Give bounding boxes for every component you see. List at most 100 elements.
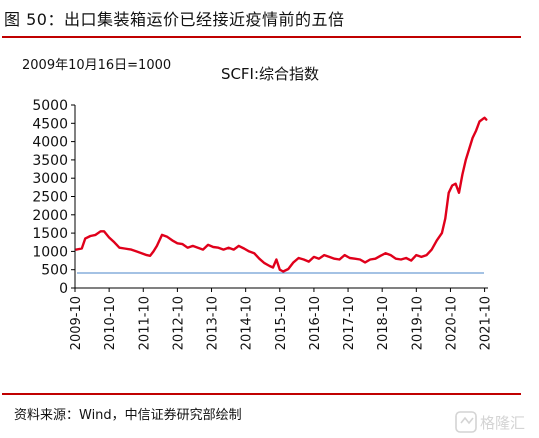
y-tick-label: 2500 bbox=[32, 190, 68, 206]
data-point bbox=[108, 236, 110, 239]
data-point bbox=[113, 241, 115, 243]
data-point bbox=[123, 247, 126, 250]
data-point bbox=[410, 260, 412, 262]
x-tick-label: 2019-10 bbox=[410, 296, 425, 350]
data-point bbox=[354, 258, 356, 260]
data-point bbox=[420, 256, 422, 258]
data-point bbox=[130, 249, 132, 251]
data-point bbox=[431, 249, 433, 251]
data-point bbox=[451, 184, 453, 187]
data-point bbox=[222, 249, 225, 251]
data-point bbox=[282, 270, 284, 273]
data-point bbox=[156, 245, 158, 247]
data-point bbox=[441, 232, 443, 234]
x-tick-label: 2015-10 bbox=[274, 296, 289, 350]
data-point bbox=[212, 246, 214, 248]
data-point bbox=[461, 173, 463, 176]
data-point bbox=[308, 261, 310, 263]
data-point bbox=[359, 258, 361, 261]
x-tick-label: 2014-10 bbox=[240, 296, 255, 350]
y-tick-label: 3500 bbox=[32, 153, 68, 169]
data-point bbox=[275, 258, 277, 261]
data-point bbox=[374, 258, 376, 260]
data-point bbox=[94, 234, 97, 236]
y-tick-label: 5000 bbox=[32, 98, 68, 114]
data-point bbox=[100, 230, 102, 232]
data-point bbox=[292, 261, 294, 263]
y-tick-label: 2000 bbox=[32, 208, 68, 224]
chart-title: SCFI:综合指数 bbox=[221, 65, 319, 83]
figure-title: 图 50：出口集装箱运价已经接近疫情前的五倍 bbox=[4, 10, 345, 29]
data-point bbox=[146, 254, 148, 256]
title-divider bbox=[2, 36, 521, 38]
x-tick-label: 2012-10 bbox=[171, 296, 186, 350]
x-tick-label: 2009-10 bbox=[69, 296, 84, 350]
data-point bbox=[426, 254, 428, 256]
data-point bbox=[217, 247, 219, 249]
data-point bbox=[395, 258, 397, 260]
x-tick-label: 2017-10 bbox=[342, 296, 357, 350]
data-point bbox=[448, 192, 450, 194]
data-point bbox=[207, 244, 209, 246]
x-tick-label: 2016-10 bbox=[308, 296, 323, 350]
data-point bbox=[369, 258, 371, 261]
watermark-text: 格隆汇 bbox=[480, 414, 525, 432]
data-point bbox=[238, 245, 240, 247]
x-tick-label: 2021-10 bbox=[479, 296, 494, 350]
data-point bbox=[468, 148, 470, 150]
data-point bbox=[415, 254, 417, 256]
data-point bbox=[75, 249, 77, 251]
x-tick-label: 2011-10 bbox=[137, 296, 152, 350]
x-tick-label: 2018-10 bbox=[376, 296, 391, 350]
data-point bbox=[149, 255, 151, 257]
data-point bbox=[243, 247, 245, 250]
x-tick-label: 2010-10 bbox=[103, 296, 118, 350]
data-point bbox=[318, 258, 320, 260]
data-point bbox=[248, 250, 250, 252]
data-point bbox=[379, 255, 382, 257]
y-tick-label: 4000 bbox=[32, 135, 68, 151]
data-point bbox=[269, 265, 271, 267]
source-divider bbox=[2, 393, 521, 395]
scfi-line-chart: SCFI:综合指数 0 500 1000 1500 2000 2500 3000 3500 40… bbox=[32, 65, 494, 350]
data-point bbox=[161, 234, 163, 236]
data-point bbox=[484, 117, 486, 119]
data-point bbox=[458, 192, 460, 194]
data-point bbox=[344, 254, 346, 256]
data-point bbox=[405, 257, 407, 259]
data-point bbox=[233, 249, 235, 251]
data-point bbox=[444, 217, 446, 220]
data-point bbox=[263, 262, 265, 264]
y-tick-label: 1500 bbox=[32, 226, 68, 242]
data-point bbox=[472, 137, 474, 139]
data-point bbox=[455, 183, 457, 185]
data-point bbox=[400, 258, 402, 261]
data-point bbox=[298, 257, 300, 259]
data-point bbox=[81, 247, 83, 250]
data-point bbox=[287, 268, 289, 270]
data-point bbox=[84, 238, 86, 240]
watermark-icon bbox=[455, 411, 477, 433]
data-point bbox=[323, 254, 325, 256]
data-point bbox=[228, 247, 230, 249]
x-tick-label: 2020-10 bbox=[444, 296, 459, 350]
data-point bbox=[187, 247, 189, 249]
data-point bbox=[482, 118, 484, 120]
y-tick-label: 1000 bbox=[32, 244, 68, 260]
data-point bbox=[202, 249, 204, 251]
data-point bbox=[390, 254, 392, 256]
index-base-note: 2009年10月16日=1000 bbox=[22, 58, 172, 73]
data-point bbox=[478, 120, 481, 123]
data-point bbox=[197, 247, 199, 249]
data-point bbox=[118, 247, 120, 249]
data-point bbox=[152, 250, 155, 252]
data-point bbox=[475, 130, 477, 132]
data-point bbox=[303, 258, 305, 261]
data-point bbox=[333, 258, 335, 260]
data-point bbox=[171, 239, 173, 241]
source-note: 资料来源：Wind，中信证券研究部绘制 bbox=[14, 408, 242, 423]
data-point bbox=[349, 257, 351, 259]
data-point bbox=[328, 256, 330, 258]
y-tick-label: 4500 bbox=[32, 116, 68, 132]
data-point bbox=[485, 119, 487, 121]
